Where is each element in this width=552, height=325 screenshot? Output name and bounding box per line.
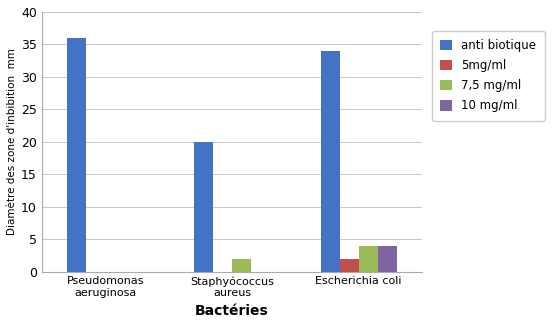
Bar <box>378 246 397 272</box>
Bar <box>339 259 359 272</box>
Legend: anti biotique, 5mg/ml, 7,5 mg/ml, 10 mg/ml: anti biotique, 5mg/ml, 7,5 mg/ml, 10 mg/… <box>432 31 545 121</box>
Bar <box>232 259 251 272</box>
Bar <box>321 51 339 272</box>
Y-axis label: Diamètre des zone d'inbibition  mm: Diamètre des zone d'inbibition mm <box>7 48 17 235</box>
Bar <box>67 38 86 272</box>
X-axis label: Bactéries: Bactéries <box>195 304 269 318</box>
Bar <box>194 142 213 272</box>
Bar <box>359 246 378 272</box>
